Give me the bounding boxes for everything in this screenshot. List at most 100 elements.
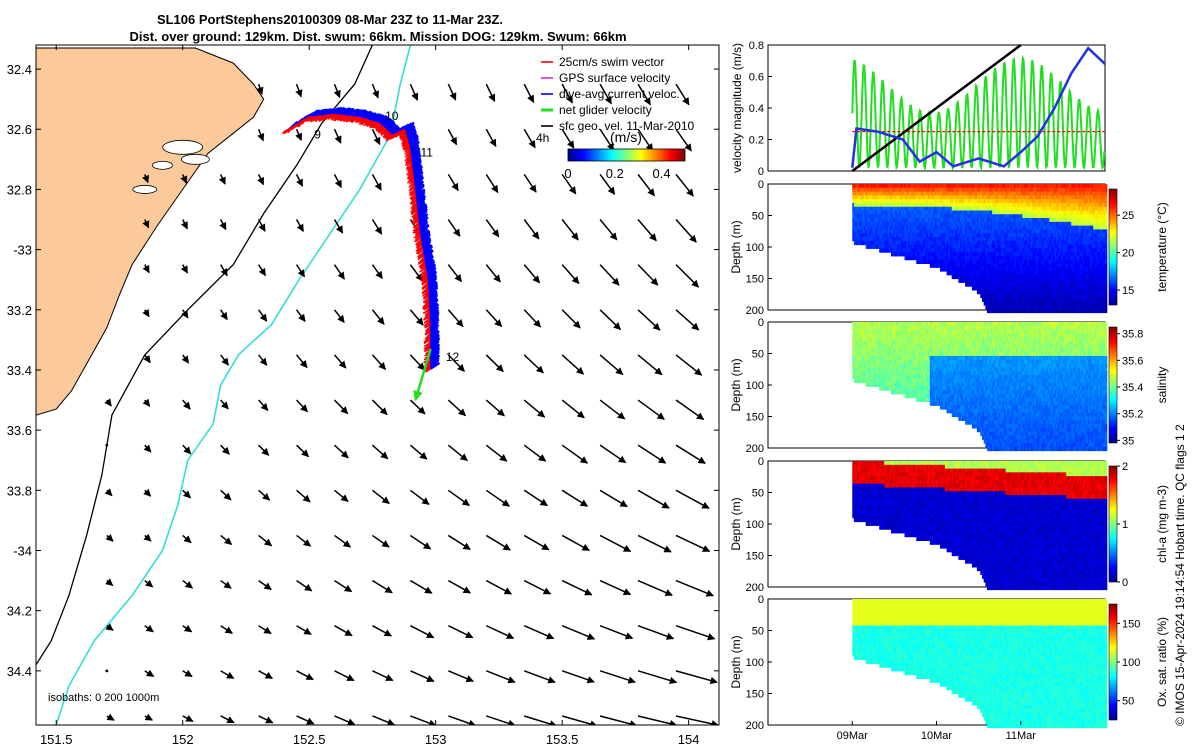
section-cell (955, 252, 958, 257)
section-cell (950, 255, 953, 261)
section-cell (961, 274, 965, 280)
title-line-2: Dist. over ground: 129km. Dist. swum: 66… (129, 29, 626, 44)
geo-velocity-arrow (599, 219, 618, 241)
section-cell (906, 191, 909, 196)
swim-vector (424, 334, 432, 340)
section-cell (891, 214, 894, 219)
section-cell (948, 184, 951, 189)
geo-velocity-arrow (372, 534, 390, 548)
current-vector (419, 227, 429, 236)
section-cell (860, 210, 863, 215)
geo-velocity-arrow (296, 670, 314, 681)
geo-velocity-arrow (447, 219, 461, 237)
section-cell (934, 184, 938, 189)
section-cell (955, 270, 958, 276)
section-cell (877, 214, 880, 219)
geo-velocity-arrow (599, 670, 636, 684)
section-cell (862, 206, 865, 212)
section-cell (859, 225, 862, 230)
geo-velocity-arrow (180, 174, 188, 184)
section-cell (907, 240, 911, 246)
section-cell (879, 218, 882, 223)
section-cell (909, 199, 912, 204)
section-cell (872, 187, 875, 193)
section-cell (899, 240, 902, 246)
section-cell (924, 255, 927, 261)
section-cell (936, 236, 939, 242)
section-cell (944, 240, 948, 246)
geo-velocity-arrow (257, 264, 267, 277)
section-cell (870, 206, 874, 212)
section-cell (897, 225, 900, 230)
section-cell (862, 195, 865, 200)
section-cell (931, 255, 934, 261)
section-cell (879, 210, 882, 215)
section-cell (899, 229, 902, 234)
geo-velocity-arrow (447, 309, 464, 328)
section-cell (874, 202, 877, 208)
section-cell (958, 240, 961, 246)
section-cell (924, 229, 927, 234)
swim-vector (412, 206, 418, 212)
section-cell (929, 255, 933, 261)
swim-vector (421, 276, 429, 283)
section-cell (882, 187, 885, 193)
section-cell (875, 244, 879, 249)
section-cell (953, 267, 956, 272)
section-cell (944, 187, 948, 193)
section-cell (936, 259, 939, 264)
section-cell (901, 210, 904, 215)
section-cell (946, 267, 949, 272)
section-cell (859, 233, 862, 238)
section-cell (966, 267, 970, 272)
section-cell (960, 236, 963, 242)
section-cell (965, 236, 968, 242)
current-vector (415, 186, 424, 195)
section-cell (950, 270, 953, 276)
section-cell (853, 210, 857, 215)
section-cell (907, 218, 911, 223)
section-cell (918, 191, 921, 196)
section-cell (958, 184, 961, 189)
swim-vector (333, 114, 340, 119)
section-cell (943, 255, 946, 261)
section-cell (891, 206, 894, 212)
section-cell (896, 221, 899, 227)
geo-velocity-arrow (523, 625, 555, 640)
section-cell (965, 267, 968, 272)
section-cell (966, 255, 970, 261)
section-cell (909, 240, 912, 246)
section-cell (955, 229, 958, 234)
section-cell (944, 206, 948, 212)
section-cell (892, 202, 895, 208)
section-cell (914, 240, 917, 246)
section-cell (961, 221, 965, 227)
section-cell (939, 236, 943, 242)
section-cell (916, 221, 919, 227)
geo-velocity-arrow (220, 309, 228, 321)
section-cell (963, 214, 966, 219)
section-cell (914, 206, 917, 212)
geo-velocity-arrow (599, 489, 628, 508)
section-cell (946, 221, 949, 227)
section-cell (950, 236, 953, 242)
section-cell (892, 210, 895, 215)
section-cell (966, 218, 970, 223)
section-cell (938, 202, 941, 208)
section-cell (941, 210, 944, 215)
section-cell (923, 229, 926, 234)
swim-vector (425, 327, 432, 333)
x-tick-label: 151.5 (40, 732, 73, 747)
section-cell (928, 195, 931, 200)
section-cell (916, 187, 919, 193)
geo-velocity-arrow (142, 398, 151, 407)
section-cell (892, 214, 895, 219)
section-cell (880, 221, 884, 227)
geo-velocity-arrow (409, 354, 426, 371)
section-cell (939, 221, 943, 227)
section-cell (943, 218, 946, 223)
section-cell (891, 248, 894, 253)
section-cell (860, 225, 863, 230)
section-cell (953, 214, 956, 219)
section-cell (882, 244, 885, 249)
